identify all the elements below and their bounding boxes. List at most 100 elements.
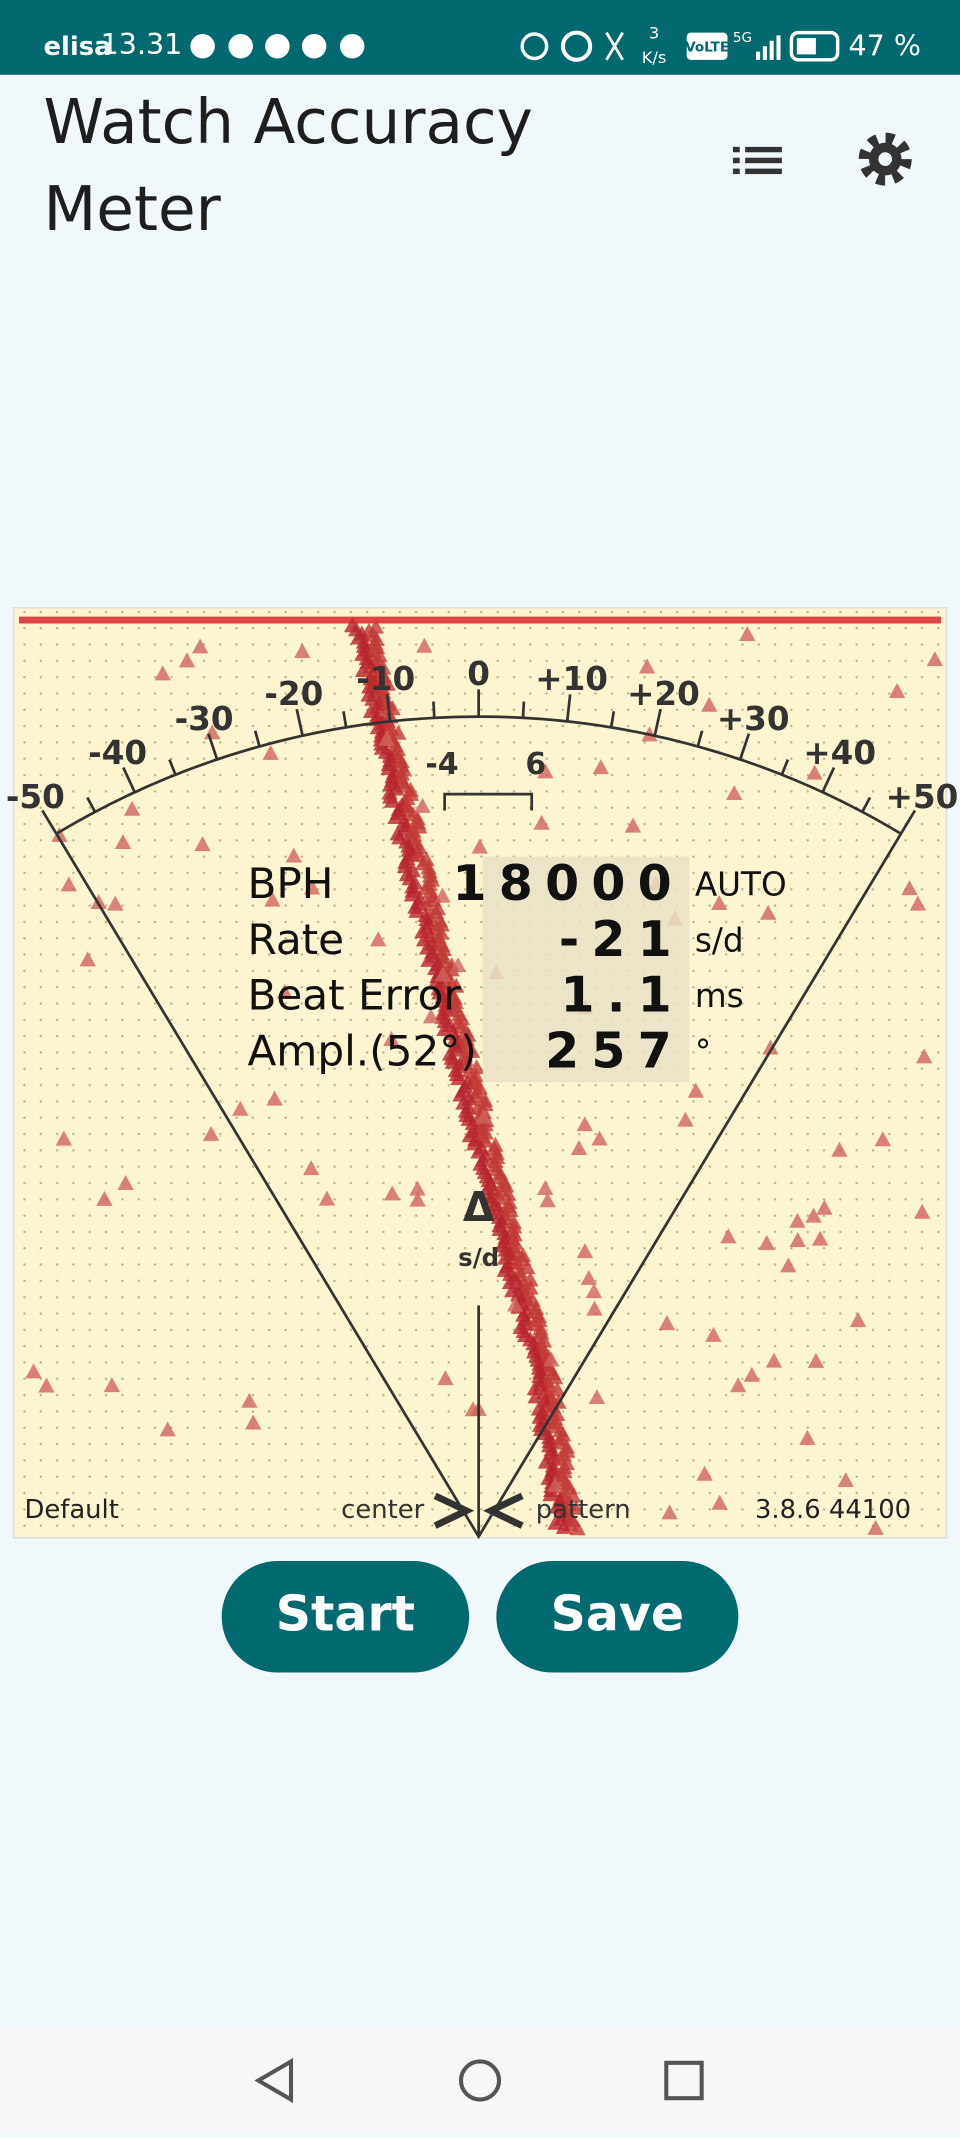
dial-label: -30 (175, 700, 234, 738)
signal-icon (756, 35, 781, 60)
version: 3.8.6 44100 (755, 1495, 911, 1525)
beat-mark (25, 1363, 42, 1379)
beat-mark (765, 1352, 783, 1368)
beat-mark (799, 1429, 816, 1445)
dial-label: -40 (88, 734, 147, 772)
beat-mark (549, 1381, 566, 1397)
beat-mark (901, 880, 918, 896)
beat-mark (123, 800, 141, 816)
dial-label: +20 (627, 675, 700, 713)
carrier: elisa (44, 32, 112, 62)
reading-value: 1.1 (561, 967, 684, 1024)
reading-value: 18000 (453, 855, 684, 912)
beat-mark (539, 1192, 556, 1208)
beat-mark (409, 1191, 426, 1207)
beat-mark (789, 1232, 806, 1247)
beat-mark (378, 730, 395, 746)
dial-tick (342, 711, 348, 728)
preset: Default (24, 1495, 118, 1525)
dial-tick (521, 701, 526, 718)
beat-mark (726, 785, 743, 801)
beat-mark (354, 662, 372, 678)
beat-mark (276, 983, 293, 999)
beat-mark (743, 1366, 761, 1382)
reading-value: 257 (545, 1022, 684, 1079)
beat-mark (303, 879, 321, 895)
beat-mark (506, 1296, 524, 1312)
beat-mark (849, 1312, 867, 1328)
beat-mark (370, 931, 387, 947)
beat-mark (811, 1230, 829, 1246)
settings-button[interactable] (858, 132, 912, 186)
dial-label: -50 (6, 778, 65, 816)
beat-mark (409, 1180, 426, 1196)
reading-value: -21 (559, 911, 684, 968)
volte: VoLTE (685, 40, 729, 56)
beat-mark (758, 1235, 775, 1250)
dial-tick (295, 708, 304, 737)
beat-mark (831, 1141, 848, 1157)
beat-mark (103, 1377, 121, 1393)
beat-mark (527, 1388, 544, 1404)
save-label: Save (551, 1585, 684, 1642)
beat-mark (585, 1283, 603, 1299)
reading-unit: ms (695, 977, 744, 1015)
pattern-label: pattern (536, 1495, 631, 1525)
beat-mark (408, 902, 425, 918)
beat-mark (658, 1315, 676, 1331)
beat-mark (114, 834, 132, 850)
beat-mark (107, 895, 124, 911)
beat-mark (38, 1377, 55, 1393)
beat-mark (419, 896, 436, 912)
beat-mark (806, 764, 823, 780)
beat-mark (266, 1090, 283, 1106)
recents-button[interactable] (664, 2060, 704, 2101)
network-type: 5G (733, 30, 752, 46)
beat-mark (383, 792, 401, 808)
beat-mark (509, 1255, 526, 1271)
dial-label: -10 (356, 660, 415, 698)
battery-level (796, 38, 816, 55)
beat-mark (546, 1477, 564, 1493)
beat-mark (543, 1351, 560, 1367)
reading-label: Rate (247, 915, 344, 964)
nav-bar (0, 2028, 960, 2133)
beat-mark (537, 1180, 554, 1196)
beat-mark (624, 817, 642, 833)
beat-mark (449, 957, 467, 973)
beat-mark (318, 1190, 336, 1206)
dial-tick (609, 711, 616, 728)
dial-tick (565, 694, 572, 722)
start-button[interactable] (221, 1561, 470, 1673)
dial: -50 -40 -30 -20 -10 0 +10 +20 +30 +40 +50 -4 6 (6, 655, 958, 1540)
home-button[interactable] (458, 2059, 502, 2102)
beat-mark (739, 626, 756, 642)
dial-tick (86, 796, 97, 813)
beat-mark (909, 895, 927, 911)
dial-tick (653, 708, 662, 737)
beat-mark (705, 1326, 722, 1342)
beat-mark (264, 891, 281, 907)
beat-mark (874, 1131, 891, 1147)
beat-mark (789, 1212, 806, 1228)
beat-mark (586, 1300, 603, 1316)
beat-mark (262, 744, 279, 760)
beat-mark (383, 1031, 400, 1047)
beat-mark (780, 1257, 797, 1273)
beat-mark (638, 658, 656, 674)
list-button[interactable] (732, 146, 782, 175)
center-label: center (341, 1495, 424, 1525)
status-bar (0, 0, 960, 75)
net-speed: 3 (649, 23, 659, 42)
beat-mark (916, 1048, 933, 1064)
dial-tick (861, 796, 872, 813)
dial-label: +30 (717, 700, 790, 738)
beat-mark (387, 809, 404, 825)
beat-mark (888, 682, 906, 698)
back-button[interactable] (254, 2057, 294, 2104)
save-button[interactable] (496, 1561, 739, 1673)
beat-mark (178, 652, 196, 668)
beat-mark (569, 1520, 586, 1536)
